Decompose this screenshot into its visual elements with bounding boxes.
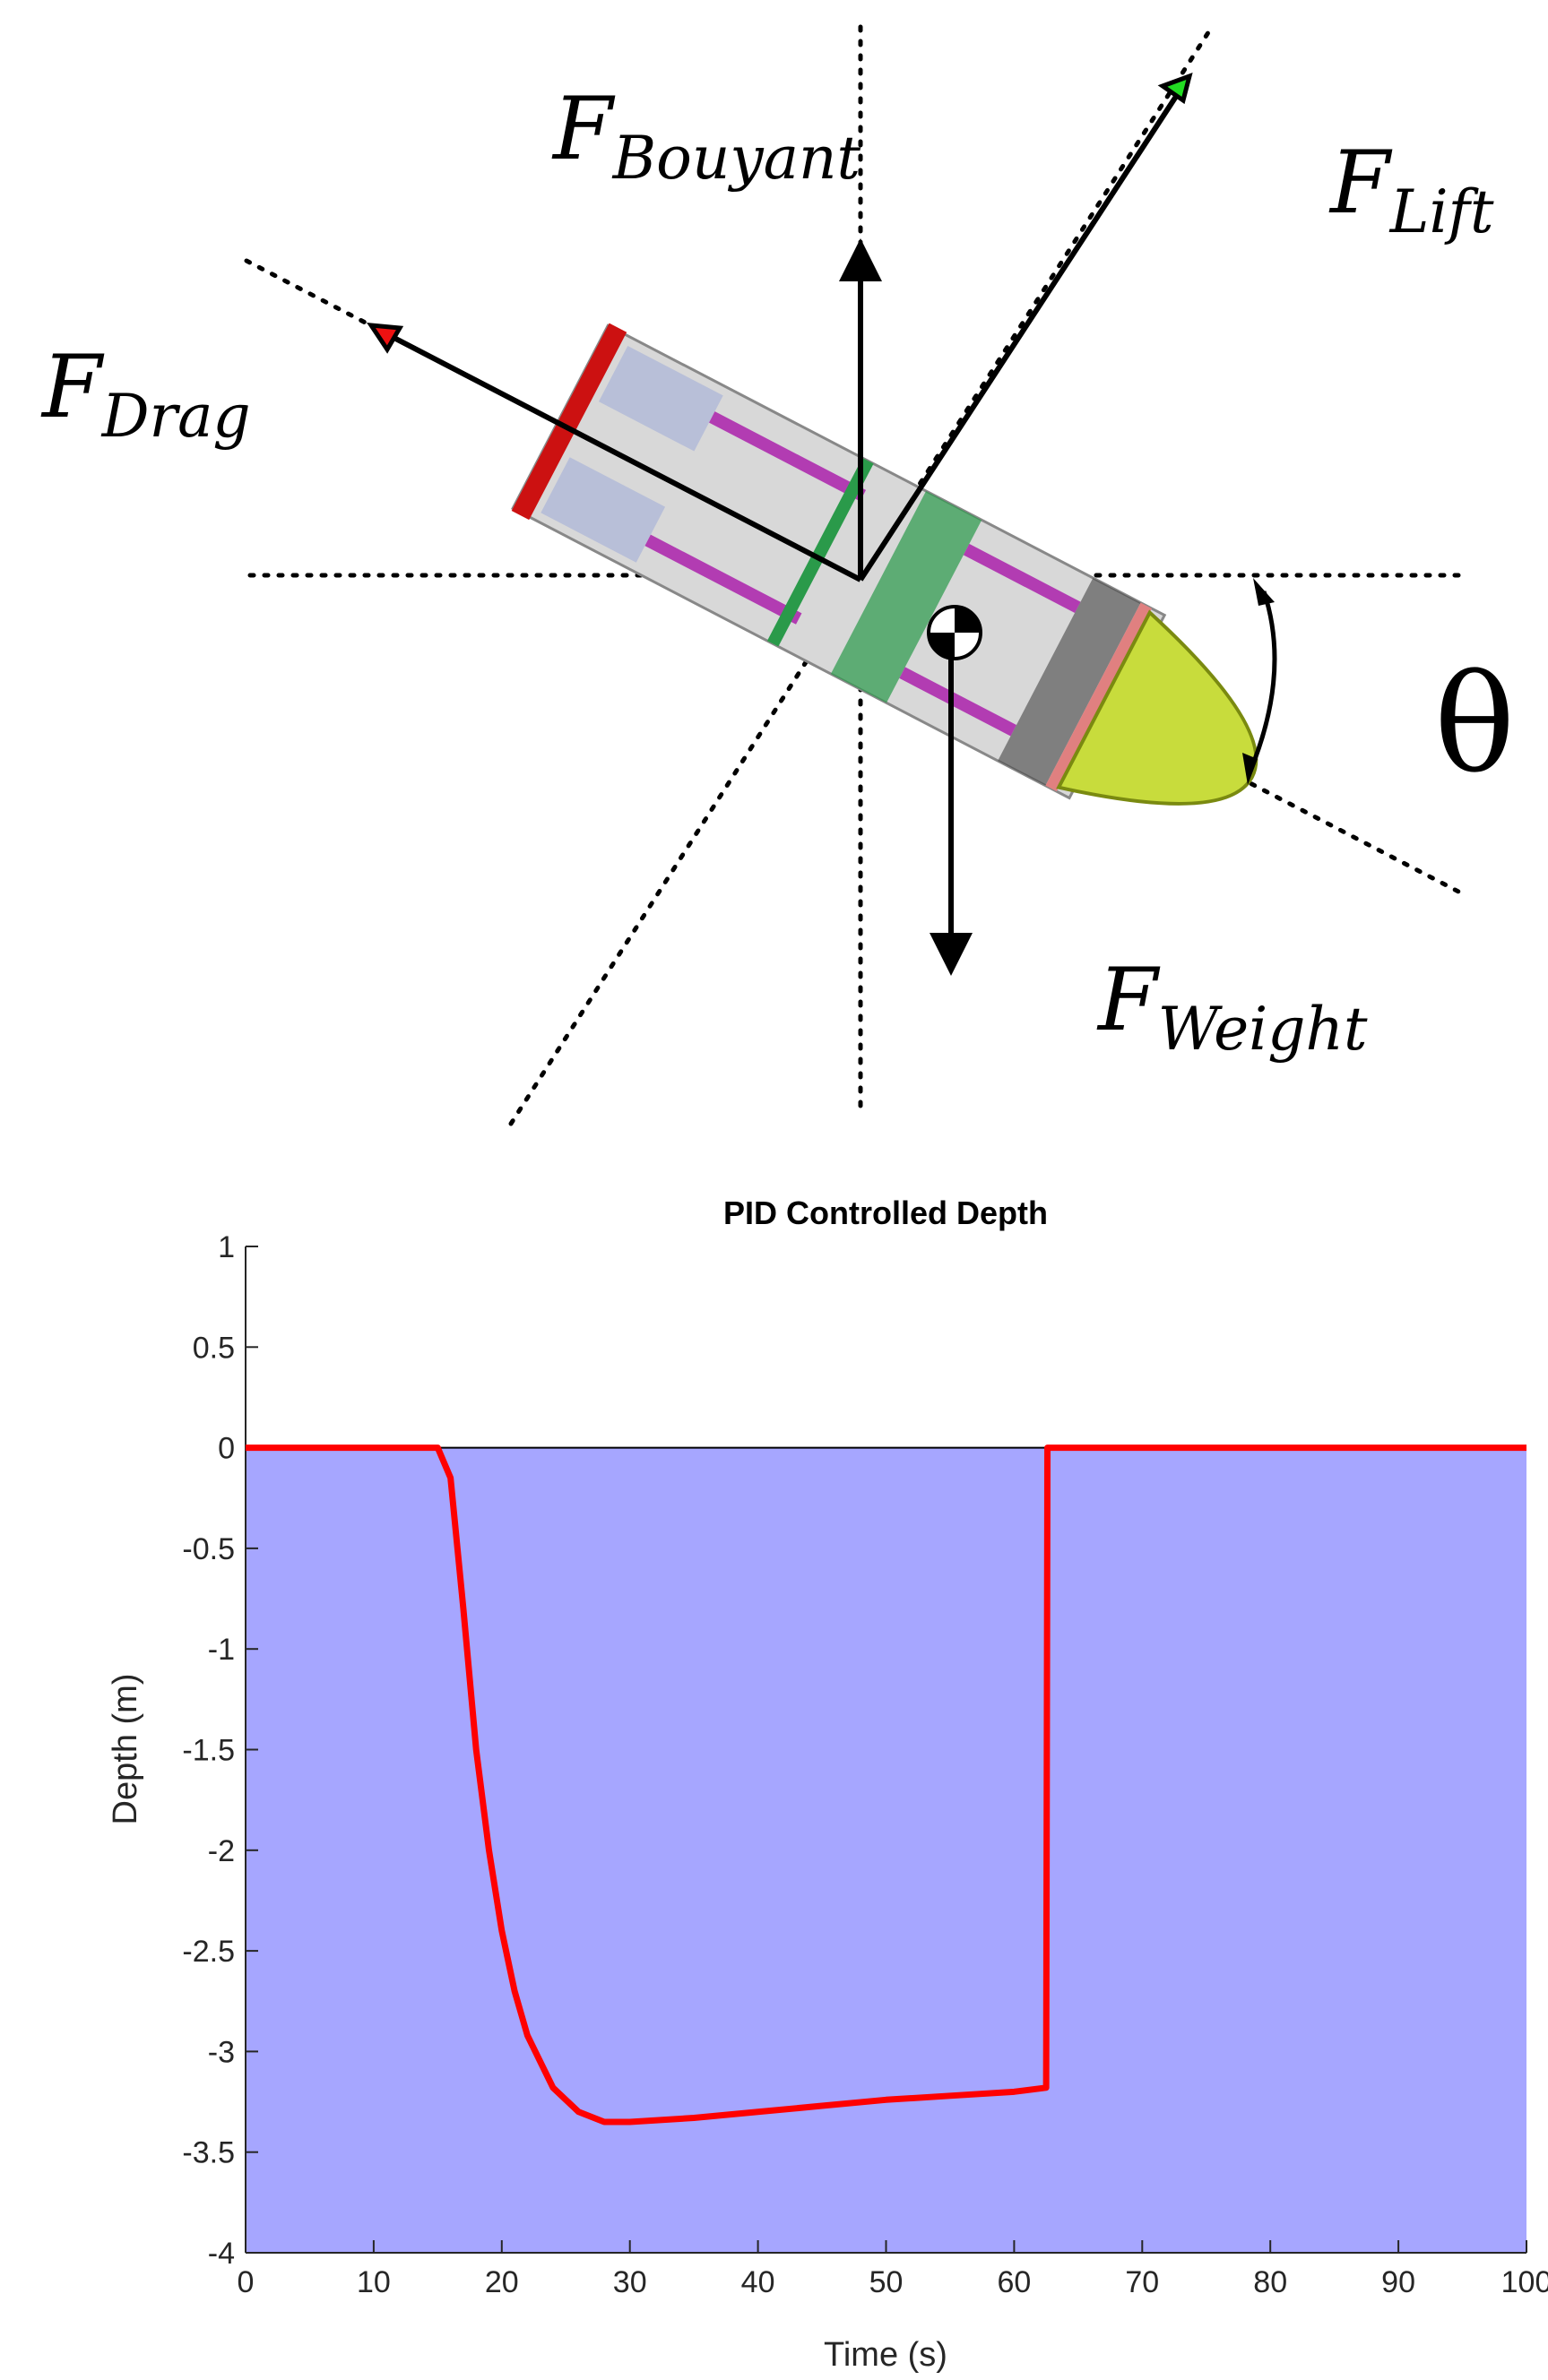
x-tick-label: 60 xyxy=(997,2265,1031,2299)
y-tick-label: -1 xyxy=(208,1633,235,1667)
chart-title: PID Controlled Depth xyxy=(723,1194,1048,1231)
drag-head xyxy=(371,325,400,349)
force-label: FBouyant xyxy=(551,79,860,193)
angle-label: θ xyxy=(1434,647,1515,803)
x-tick-label: 20 xyxy=(485,2265,519,2299)
y-axis-label: Depth (m) xyxy=(107,1674,144,1825)
lift-arrow xyxy=(860,92,1179,580)
center-of-gravity xyxy=(929,607,981,659)
y-tick-label: -2 xyxy=(208,1834,235,1868)
x-tick-label: 70 xyxy=(1125,2265,1159,2299)
x-tick-label: 40 xyxy=(741,2265,775,2299)
x-tick-label: 30 xyxy=(613,2265,647,2299)
diagram: θ FBouyant FLift FDrag FWeight xyxy=(40,27,1515,1124)
vehicle xyxy=(512,323,1302,871)
x-tick-label: 90 xyxy=(1381,2265,1415,2299)
y-tick-label: -1.5 xyxy=(182,1734,235,1768)
y-tick-label: -3.5 xyxy=(182,2136,235,2170)
y-tick-label: 1 xyxy=(218,1230,235,1264)
x-axis-label: Time (s) xyxy=(824,2336,947,2374)
force-label: FLift xyxy=(1328,133,1494,246)
force-label: FWeight xyxy=(1096,950,1368,1064)
x-tick-label: 0 xyxy=(238,2265,255,2299)
y-tick-label: -4 xyxy=(208,2237,235,2271)
x-tick-label: 80 xyxy=(1253,2265,1287,2299)
y-tick-label: 0.5 xyxy=(193,1331,235,1365)
x-tick-label: 50 xyxy=(869,2265,904,2299)
page: θ FBouyant FLift FDrag FWeight PID Contr… xyxy=(0,0,1548,2380)
x-tick-label: 100 xyxy=(1501,2265,1548,2299)
water-area xyxy=(246,1448,1526,2253)
force-label: FDrag xyxy=(40,337,251,451)
y-tick-label: -2.5 xyxy=(182,1935,235,1969)
y-tick-label: 0 xyxy=(218,1432,235,1466)
y-tick-label: -3 xyxy=(208,2035,235,2069)
x-tick-label: 10 xyxy=(357,2265,391,2299)
y-tick-label: -0.5 xyxy=(182,1532,235,1566)
